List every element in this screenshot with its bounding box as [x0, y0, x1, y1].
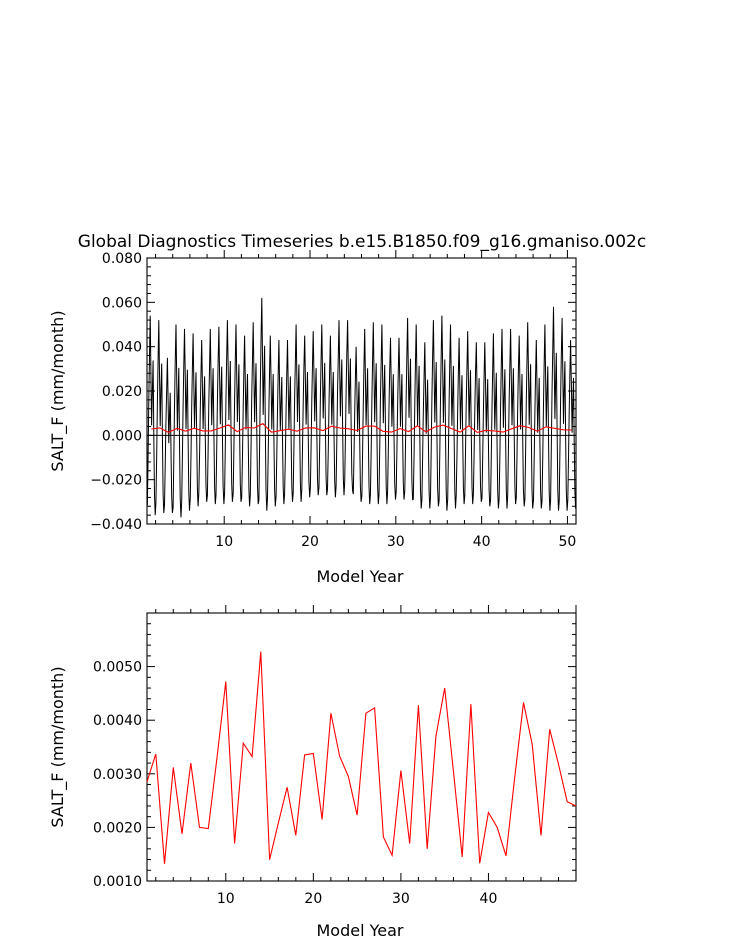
series-lines: [146, 297, 577, 518]
y-tick-label: 0.020: [102, 384, 142, 400]
x-axis-label: Model Year: [317, 921, 404, 940]
series-line-annual: [146, 651, 577, 864]
y-tick-label: 0.0040: [93, 713, 142, 729]
series-line-monthly: [146, 297, 577, 518]
y-tick-label: 0.060: [102, 295, 142, 311]
series-line-annual: [151, 422, 572, 434]
x-tick-label: 40: [473, 534, 491, 550]
x-tick-label: 40: [480, 891, 498, 907]
x-tick-label: 10: [217, 891, 235, 907]
x-tick-label: 30: [387, 534, 405, 550]
y-axis-label: SALT_F (mm/month): [48, 666, 68, 827]
y-tick-label: 0.040: [102, 340, 142, 356]
x-tick-labels: 10 20 30 40: [217, 891, 497, 907]
y-tick-label: 0.0050: [93, 660, 142, 676]
y-axis-label: SALT_F (mm/month): [48, 310, 68, 471]
y-tick-label: −0.020: [90, 473, 142, 489]
y-tick-label: 0.000: [102, 428, 142, 444]
x-tick-label: 20: [301, 534, 319, 550]
x-tick-label: 10: [215, 534, 233, 550]
x-tick-label: 20: [304, 891, 322, 907]
x-tick-label: 30: [392, 891, 410, 907]
x-axis-label: Model Year: [317, 567, 404, 586]
timeseries-panel-monthly: −0.040 −0.020 0.000 0.020 0.040 0.060 0.080 10…: [48, 250, 577, 586]
x-tick-labels: 10 20 30 40 50: [215, 534, 576, 550]
chart-title: Global Diagnostics Timeseries b.e15.B185…: [78, 232, 646, 252]
y-tick-label: −0.040: [90, 517, 142, 533]
y-tick-labels: −0.040 −0.020 0.000 0.020 0.040 0.060 0.080: [90, 251, 142, 533]
y-tick-labels: 0.0010 0.0020 0.0030 0.0040 0.0050: [93, 660, 142, 890]
y-tick-label: 0.080: [102, 251, 142, 267]
y-tick-label: 0.0030: [93, 767, 142, 783]
axis-ticks: [147, 605, 577, 882]
x-tick-label: 50: [559, 534, 577, 550]
plot-frame: [146, 612, 577, 882]
y-tick-label: 0.0010: [93, 874, 142, 890]
y-tick-label: 0.0020: [93, 820, 142, 836]
series-lines: [146, 651, 577, 864]
